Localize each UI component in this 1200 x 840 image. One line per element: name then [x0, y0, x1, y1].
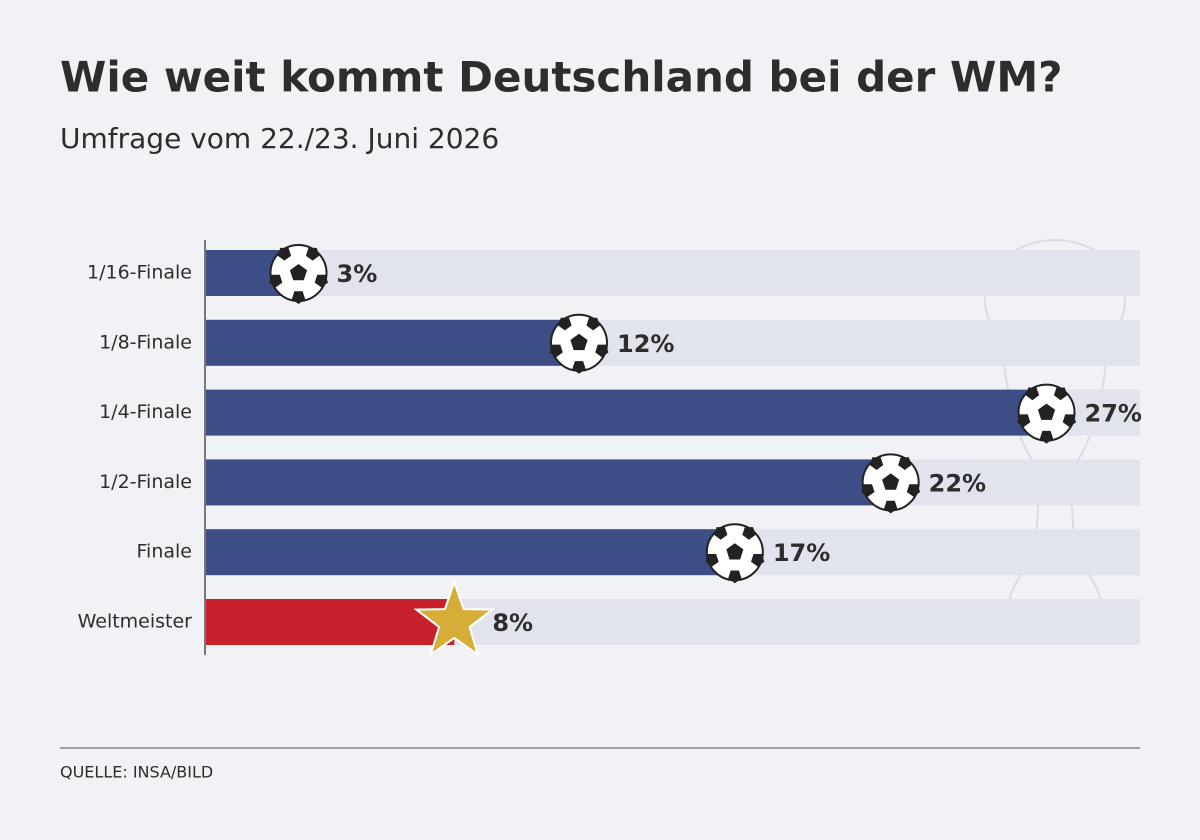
ball-patch	[728, 570, 742, 584]
ball-patch	[751, 554, 765, 567]
ball-icon	[705, 523, 765, 584]
ball-patch	[291, 291, 306, 304]
ball-patch	[1053, 387, 1068, 401]
source: QUELLE: INSA/BILD	[60, 763, 213, 782]
ball-patch	[549, 344, 563, 358]
ball-patch	[705, 554, 719, 567]
ball-patch	[305, 247, 320, 261]
ball-patch	[586, 317, 600, 331]
ball-patch	[906, 484, 921, 497]
ball-icon	[549, 313, 609, 374]
ball-patch	[269, 274, 283, 288]
category-label: 1/8-Finale	[99, 331, 192, 353]
ball-patch	[1017, 414, 1031, 427]
ball-patch	[314, 274, 328, 288]
ball-patch	[898, 457, 912, 470]
category-label: 1/2-Finale	[99, 471, 192, 493]
bar	[205, 319, 579, 366]
value-label: 22%	[929, 469, 986, 497]
chart-subtitle: Umfrage vom 22./23. Juni 2026	[60, 122, 499, 155]
ball-patch	[726, 543, 744, 560]
value-label: 27%	[1085, 400, 1142, 428]
bar-track	[205, 250, 1140, 296]
ball-patch	[1039, 430, 1054, 444]
ball-patch	[861, 484, 875, 497]
ball-patch	[1025, 387, 1040, 401]
bar	[205, 599, 455, 645]
ball-patch	[1062, 414, 1076, 427]
value-label: 12%	[617, 330, 674, 358]
ball-patch	[869, 457, 884, 470]
ball-patch	[1037, 403, 1056, 420]
chart-title: Wie weit kommt Deutschland bei der WM?	[60, 53, 1062, 102]
ball-patch	[882, 473, 900, 490]
bar	[205, 389, 1047, 436]
bar	[205, 529, 735, 576]
ball-patch	[289, 264, 308, 281]
value-label: 3%	[337, 260, 378, 288]
ball-patch	[570, 333, 588, 351]
category-label: 1/16-Finale	[87, 262, 192, 284]
ball-patch	[572, 361, 586, 374]
ball-icon	[269, 244, 328, 304]
category-label: 1/4-Finale	[99, 401, 192, 423]
ball-patch	[884, 500, 898, 514]
ball-patch	[558, 317, 572, 331]
ball-patch	[277, 247, 292, 261]
category-label: Weltmeister	[78, 611, 193, 633]
ball-icon	[861, 453, 921, 514]
star-icon	[413, 578, 496, 657]
value-label: 17%	[773, 539, 830, 567]
value-label: 8%	[492, 609, 533, 637]
ball-patch	[742, 527, 756, 540]
ball-icon	[1017, 383, 1076, 444]
ball-patch	[714, 527, 728, 540]
category-label: Finale	[137, 541, 192, 563]
bar	[205, 459, 891, 506]
ball-patch	[595, 344, 609, 358]
